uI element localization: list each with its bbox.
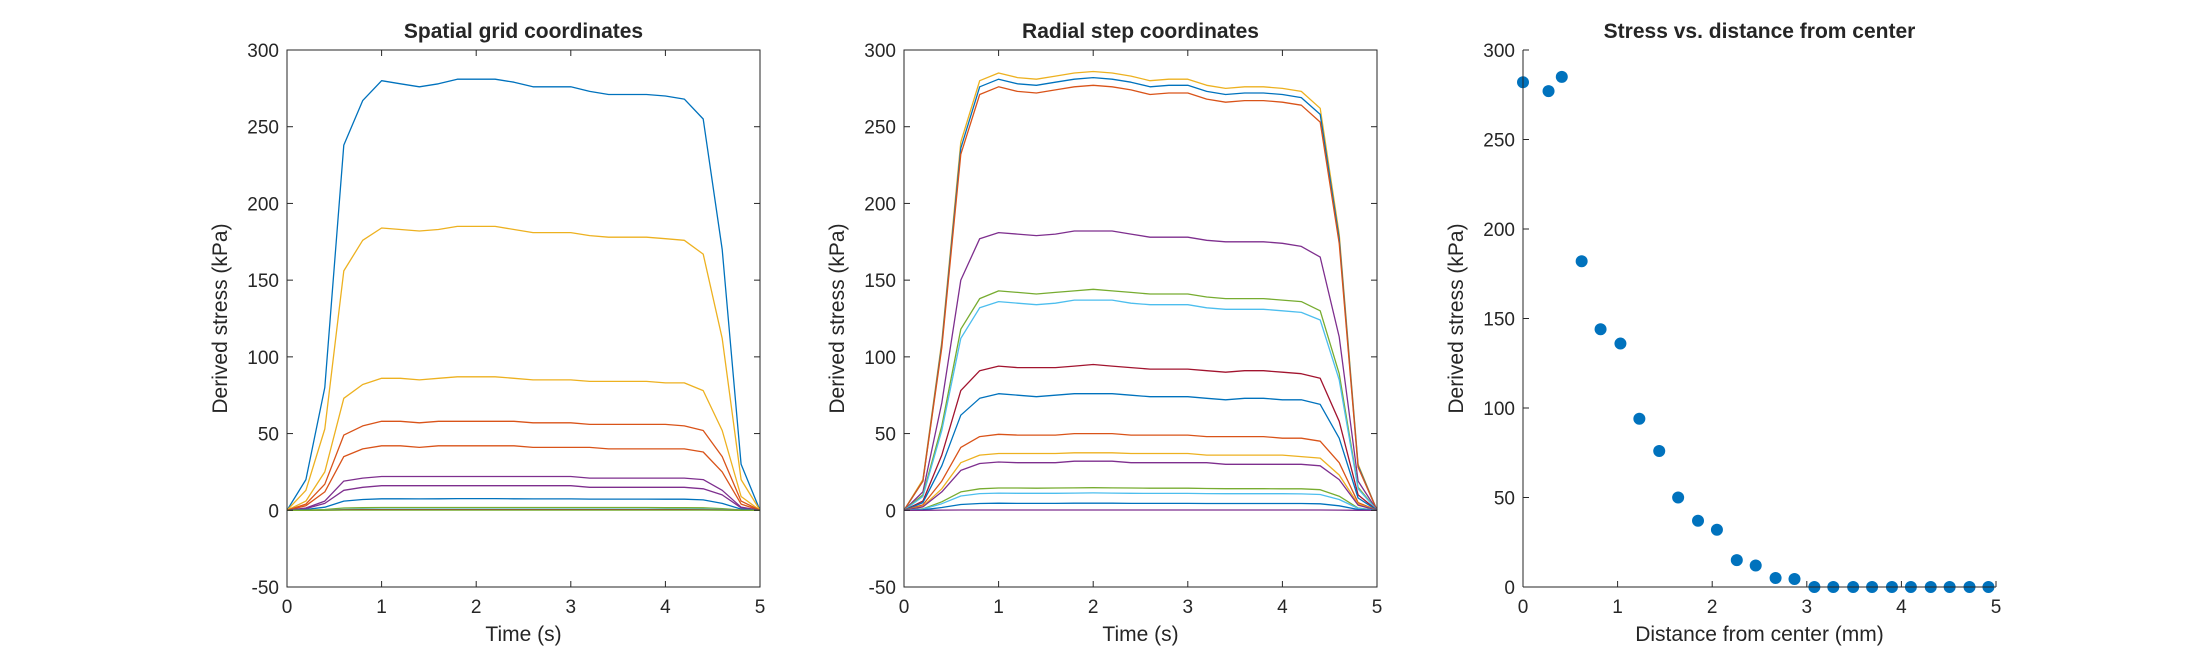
series-line-r5 [903,288,1378,511]
series-line-r6 [903,299,1378,511]
y-tick-label: 50 [875,425,896,446]
series-line-r11 [903,460,1378,511]
y-axis-label: Derived stress (kPa) [209,223,232,413]
series-line-r3 [286,376,761,511]
x-tick-label: 5 [1991,597,2002,618]
scatter-point-1 [1542,85,1555,98]
scatter-point-12 [1749,559,1762,572]
scatter-point-2 [1555,70,1568,83]
scatter-point-14 [1788,572,1801,585]
scatter-point-9 [1692,514,1705,527]
x-tick-label: 2 [1088,597,1099,618]
y-tick-label: 300 [1483,41,1515,62]
chart-title: Radial step coordinates [1022,20,1259,43]
series-line-r4 [903,230,1378,511]
x-tick-label: 3 [1802,597,1813,618]
x-tick-label: 2 [471,597,482,618]
scatter-point-13 [1769,572,1782,585]
x-tick-label: 5 [1372,597,1383,618]
scatter-point-5 [1614,337,1627,350]
y-tick-label: 250 [864,118,896,139]
series-line-r4 [286,420,761,511]
series-line-r2 [903,76,1378,511]
y-tick-label: 150 [247,271,279,292]
scatter-point-11 [1730,554,1743,567]
y-tick-label: 200 [864,194,896,215]
y-tick-label: 200 [247,194,279,215]
axes-box [903,49,1378,588]
x-tick-label: 0 [899,597,910,618]
y-tick-label: 300 [247,41,279,62]
x-tick-label: 4 [660,597,671,618]
x-tick-label: 0 [1518,597,1529,618]
series-line-r6 [286,475,761,511]
series-line-r8 [286,497,761,511]
x-tick-label: 5 [755,597,766,618]
y-tick-label: 100 [247,348,279,369]
y-tick-label: 250 [1483,131,1515,152]
series-line-r9 [286,506,761,511]
x-tick-label: 1 [993,597,1004,618]
scatter-point-3 [1575,255,1588,268]
y-tick-label: -50 [252,578,279,599]
y-tick-label: 0 [1504,578,1515,599]
scatter-point-7 [1653,444,1666,457]
x-tick-label: 1 [1612,597,1623,618]
x-tick-label: 0 [282,597,293,618]
chart-title: Stress vs. distance from center [1604,20,1916,43]
y-tick-label: 0 [885,501,896,522]
plot-area [904,50,1377,587]
y-tick-label: 0 [268,501,279,522]
series-line-r1 [903,70,1378,511]
x-tick-label: 3 [1183,597,1194,618]
series-line-r7 [286,485,761,511]
series-line-r1 [286,78,761,511]
y-tick-label: -50 [869,578,896,599]
y-tick-label: 300 [864,41,896,62]
y-tick-label: 100 [864,348,896,369]
scatter-point-8 [1672,491,1685,504]
y-axis-label: Derived stress (kPa) [826,223,849,413]
scatter-point-6 [1633,412,1646,425]
series-line-r13 [903,492,1378,511]
x-axis-label: Time (s) [485,623,561,646]
series-line-r9 [903,432,1378,511]
chart-title: Spatial grid coordinates [404,20,643,43]
series-line-r7 [903,363,1378,511]
x-axis-label: Time (s) [1102,623,1178,646]
series-line-r8 [903,393,1378,511]
y-tick-label: 50 [258,425,279,446]
y-tick-label: 150 [1483,310,1515,331]
plot-area [287,50,760,587]
x-tick-label: 3 [566,597,577,618]
series-line-r14 [903,502,1378,511]
y-tick-label: 250 [247,118,279,139]
y-tick-label: 200 [1483,220,1515,241]
x-tick-label: 4 [1896,597,1907,618]
y-tick-label: 150 [864,271,896,292]
y-tick-label: 100 [1483,399,1515,420]
y-tick-label: 50 [1494,489,1515,510]
series-line-r3 [903,84,1378,511]
scatter-point-4 [1594,323,1607,336]
series-line-r12 [903,487,1378,511]
x-tick-label: 2 [1707,597,1718,618]
x-tick-label: 1 [376,597,387,618]
series-line-r5 [286,445,761,511]
y-axis-label: Derived stress (kPa) [1445,223,1468,413]
series-line-r10 [903,452,1378,511]
plot-area [1523,50,1996,587]
axes-box [286,49,761,588]
series-line-r2 [286,225,761,511]
scatter-point-10 [1710,523,1723,536]
x-tick-label: 4 [1277,597,1288,618]
x-axis-label: Distance from center (mm) [1635,623,1884,646]
